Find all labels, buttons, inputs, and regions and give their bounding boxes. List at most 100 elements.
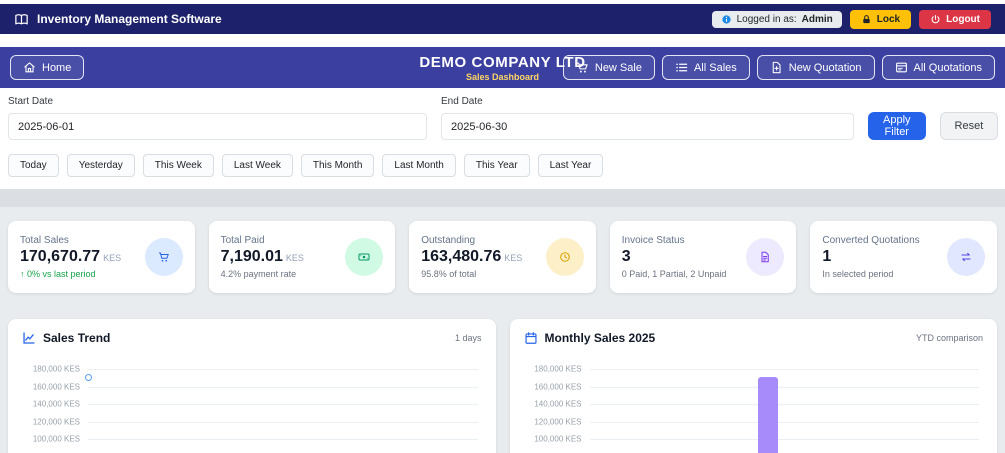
gridline [88, 369, 478, 370]
header-action-all-quotations[interactable]: All Quotations [881, 55, 995, 80]
reset-button[interactable]: Reset [939, 112, 999, 140]
topbar-actions: Logged in as: Admin Lock Logout [711, 9, 991, 29]
stat-card-outstanding: Outstanding 163,480.76 KES 95.8% of total [409, 221, 596, 293]
header-action-label: New Quotation [788, 61, 862, 74]
chart-header: Sales Trend 1 days [22, 331, 482, 345]
apply-filter-button[interactable]: Apply Filter [868, 112, 926, 140]
quick-filter-last-week[interactable]: Last Week [221, 154, 293, 177]
dashboard-subtitle: Sales Dashboard [465, 71, 540, 82]
gridline [88, 404, 478, 405]
filter-section: Start Date End Date Apply Filter Reset T… [0, 88, 1005, 207]
quick-filter-last-month[interactable]: Last Month [382, 154, 456, 177]
quick-filter-this-month[interactable]: This Month [300, 154, 375, 177]
home-button[interactable]: Home [10, 55, 85, 80]
quick-filter-this-year[interactable]: This Year [463, 154, 530, 177]
gridline [589, 439, 979, 440]
stat-icon-circle [946, 238, 985, 276]
stat-title: Invoice Status [621, 235, 685, 246]
stat-note: 95.8% of total [421, 269, 477, 279]
stat-value: 1 [822, 248, 919, 266]
y-tick-label: 120,000 KES [534, 417, 582, 426]
chart-card-monthly-sales-2025: Monthly Sales 2025 YTD comparison 180,000 … [509, 319, 997, 453]
stat-card-total-paid: Total Paid 7,190.01 KES 4.2% payment rate [208, 221, 396, 293]
lock-button[interactable]: Lock [849, 9, 912, 29]
list-icon [675, 61, 688, 74]
stat-info: Converted Quotations 1 In selected period [822, 235, 919, 279]
gridline [589, 369, 979, 370]
date-filter-row: Start Date End Date Apply Filter Reset [8, 96, 999, 140]
quick-filters: Today Yesterday This Week Last Week This Mon… [8, 154, 997, 177]
header-action-new-sale[interactable]: New Sale [562, 55, 655, 80]
stat-card-invoice-status: Invoice Status 3 0 Paid, 1 Partial, 2 Unpa… [609, 221, 797, 293]
stat-title: Total Paid [220, 235, 265, 246]
header-action-label: All Quotations [913, 61, 982, 74]
stat-info: Outstanding 163,480.76 KES 95.8% of total [421, 235, 522, 279]
end-date-field: End Date [441, 96, 854, 140]
y-tick-label: 160,000 KES [534, 382, 582, 391]
stat-note: 4.2% payment rate [220, 269, 297, 279]
header-action-new-quotation[interactable]: New Quotation [756, 55, 875, 80]
stats-row: Total Sales 170,670.77 KES ↑ 0% vs last per… [8, 221, 997, 293]
invoice-icon [759, 251, 771, 263]
end-date-input[interactable] [441, 113, 854, 140]
chart-badge: 1 days [454, 333, 482, 343]
logged-in-text: Logged in as: [736, 13, 797, 25]
stat-value: 3 [622, 248, 727, 266]
charts-row: Sales Trend 1 days 180,000 KES 160,000 KES 1… [8, 319, 997, 453]
stat-value: 7,190.01 KES [221, 248, 304, 266]
stat-note: 0 Paid, 1 Partial, 2 Unpaid [621, 269, 727, 279]
stat-note: In selected period [822, 269, 894, 279]
chart-card-sales-trend: Sales Trend 1 days 180,000 KES 160,000 KES 1… [8, 319, 496, 453]
y-tick-label: 120,000 KES [32, 417, 80, 426]
stat-icon-circle [144, 238, 183, 276]
y-tick-label: 140,000 KES [32, 399, 80, 409]
start-date-input[interactable] [8, 113, 427, 140]
stat-unit: KES [285, 253, 304, 263]
stat-info: Total Paid 7,190.01 KES 4.2% payment rate [221, 235, 304, 279]
gridline [88, 386, 478, 388]
quick-filter-today[interactable]: Today [8, 154, 59, 177]
dashboard-header: Home DEMO COMPANY LTD Sales Dashboard Ne… [0, 47, 1005, 88]
gridline [589, 386, 979, 388]
files-icon [895, 61, 908, 74]
exchange-icon [960, 251, 972, 263]
quick-filter-last-year[interactable]: Last Year [537, 154, 604, 177]
header-action-all-sales[interactable]: All Sales [661, 55, 750, 80]
start-date-field: Start Date [8, 96, 427, 140]
start-date-label: Start Date [8, 96, 54, 107]
logout-button[interactable]: Logout [919, 9, 991, 29]
top-navbar: Inventory Management Software Logged in … [0, 4, 1005, 34]
stat-value-number: 3 [621, 248, 631, 265]
chart-title: Monthly Sales 2025 [544, 331, 656, 345]
stat-icon-circle [746, 238, 785, 276]
y-tick-label: 140,000 KES [534, 399, 582, 409]
cart-icon [576, 61, 589, 74]
gridline [88, 421, 478, 423]
stat-title: Outstanding [421, 235, 476, 246]
quick-filter-yesterday[interactable]: Yesterday [66, 154, 135, 177]
company-block: DEMO COMPANY LTD Sales Dashboard [419, 54, 585, 82]
stat-value: 163,480.76 KES [421, 248, 522, 266]
banknote-icon [358, 251, 370, 263]
y-tick-label: 180,000 KES [32, 364, 80, 374]
power-icon [930, 14, 941, 25]
y-tick-label: 180,000 KES [534, 364, 582, 374]
app-logo-icon [14, 12, 29, 27]
home-icon [23, 61, 36, 74]
chart-plot: 180,000 KES 160,000 KES 140,000 KES 120,000… [524, 361, 984, 453]
stat-card-total-sales: Total Sales 170,670.77 KES ↑ 0% vs last per… [8, 221, 195, 293]
app-title: Inventory Management Software [37, 12, 222, 26]
gridline [589, 421, 979, 423]
cart-icon [158, 251, 170, 263]
stat-info: Invoice Status 3 0 Paid, 1 Partial, 2 Unpa… [622, 235, 727, 279]
chart-plot: 180,000 KES 160,000 KES 140,000 KES 120,000… [22, 361, 482, 453]
header-action-label: All Sales [693, 61, 737, 74]
data-point [85, 373, 92, 381]
chart-line-icon [22, 331, 36, 345]
stat-note: ↑ 0% vs last period [20, 269, 96, 279]
end-date-label: End Date [441, 96, 483, 107]
logged-in-badge: Logged in as: Admin [711, 10, 842, 28]
dashboard-content: Total Sales 170,670.77 KES ↑ 0% vs last per… [0, 207, 1005, 453]
quick-filter-this-week[interactable]: This Week [142, 154, 214, 177]
stat-title: Converted Quotations [822, 235, 920, 246]
